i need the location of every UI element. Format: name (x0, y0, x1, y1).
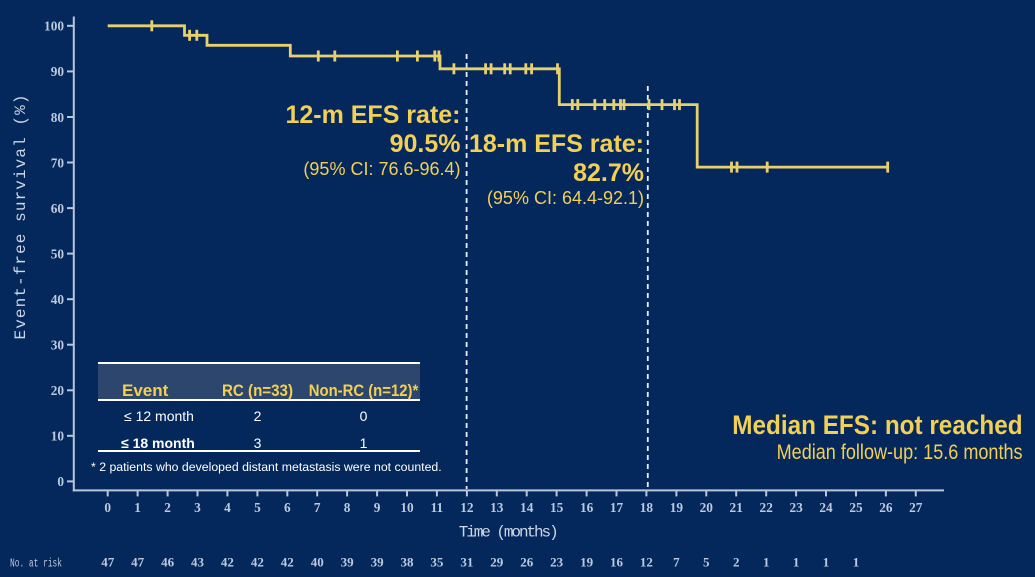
svg-text:23: 23 (550, 555, 564, 570)
svg-text:4: 4 (224, 500, 231, 515)
svg-text:Time (months): Time (months) (459, 524, 559, 542)
svg-text:39: 39 (341, 555, 355, 570)
svg-text:19: 19 (670, 500, 684, 515)
svg-text:1: 1 (853, 555, 860, 570)
svg-text:42: 42 (221, 555, 234, 570)
svg-text:1: 1 (823, 555, 830, 570)
svg-text:17: 17 (610, 500, 624, 515)
svg-text:38: 38 (401, 555, 415, 570)
svg-text:13: 13 (490, 500, 504, 515)
svg-text:19: 19 (580, 555, 594, 570)
svg-text:16: 16 (610, 555, 624, 570)
svg-text:1: 1 (763, 555, 770, 570)
svg-text:5: 5 (254, 500, 261, 515)
svg-text:15: 15 (550, 500, 564, 515)
svg-text:12: 12 (640, 555, 653, 570)
svg-text:42: 42 (281, 555, 294, 570)
svg-text:0: 0 (104, 500, 111, 515)
svg-text:100: 100 (44, 19, 64, 34)
svg-text:60: 60 (51, 201, 65, 216)
svg-text:90: 90 (51, 64, 65, 79)
svg-text:1: 1 (793, 555, 800, 570)
svg-text:8: 8 (344, 500, 351, 515)
svg-text:30: 30 (51, 338, 65, 353)
svg-text:24: 24 (819, 500, 833, 515)
svg-text:22: 22 (760, 500, 774, 515)
svg-text:2: 2 (164, 500, 171, 515)
svg-text:29: 29 (490, 555, 504, 570)
svg-text:7: 7 (314, 500, 321, 515)
svg-text:46: 46 (161, 555, 175, 570)
svg-text:20: 20 (700, 500, 714, 515)
svg-text:35: 35 (430, 555, 444, 570)
svg-text:21: 21 (730, 500, 743, 515)
svg-text:2: 2 (733, 555, 740, 570)
svg-text:42: 42 (251, 555, 264, 570)
svg-text:5: 5 (703, 555, 710, 570)
svg-text:25: 25 (849, 500, 863, 515)
svg-text:23: 23 (789, 500, 803, 515)
svg-text:43: 43 (191, 555, 205, 570)
svg-text:9: 9 (374, 500, 381, 515)
svg-text:50: 50 (51, 246, 65, 261)
svg-text:Event-free survival (%): Event-free survival (%) (12, 95, 30, 340)
svg-text:3: 3 (194, 500, 201, 515)
svg-text:10: 10 (400, 500, 414, 515)
svg-text:7: 7 (673, 555, 680, 570)
svg-text:70: 70 (51, 155, 65, 170)
svg-text:80: 80 (51, 110, 65, 125)
svg-text:27: 27 (909, 500, 923, 515)
svg-text:No. at risk: No. at risk (10, 558, 62, 571)
svg-text:40: 40 (51, 292, 65, 307)
svg-text:47: 47 (131, 555, 145, 570)
svg-text:16: 16 (580, 500, 594, 515)
svg-text:14: 14 (520, 500, 534, 515)
svg-text:18: 18 (640, 500, 654, 515)
svg-text:20: 20 (51, 383, 65, 398)
svg-text:1: 1 (134, 500, 141, 515)
svg-text:6: 6 (284, 500, 291, 515)
svg-text:0: 0 (57, 474, 64, 489)
svg-text:11: 11 (431, 500, 444, 515)
svg-text:40: 40 (311, 555, 324, 570)
svg-text:31: 31 (460, 555, 473, 570)
svg-text:39: 39 (371, 555, 385, 570)
svg-text:47: 47 (101, 555, 115, 570)
svg-text:26: 26 (520, 555, 534, 570)
svg-text:26: 26 (879, 500, 893, 515)
svg-text:12: 12 (460, 500, 474, 515)
svg-text:10: 10 (51, 429, 65, 444)
